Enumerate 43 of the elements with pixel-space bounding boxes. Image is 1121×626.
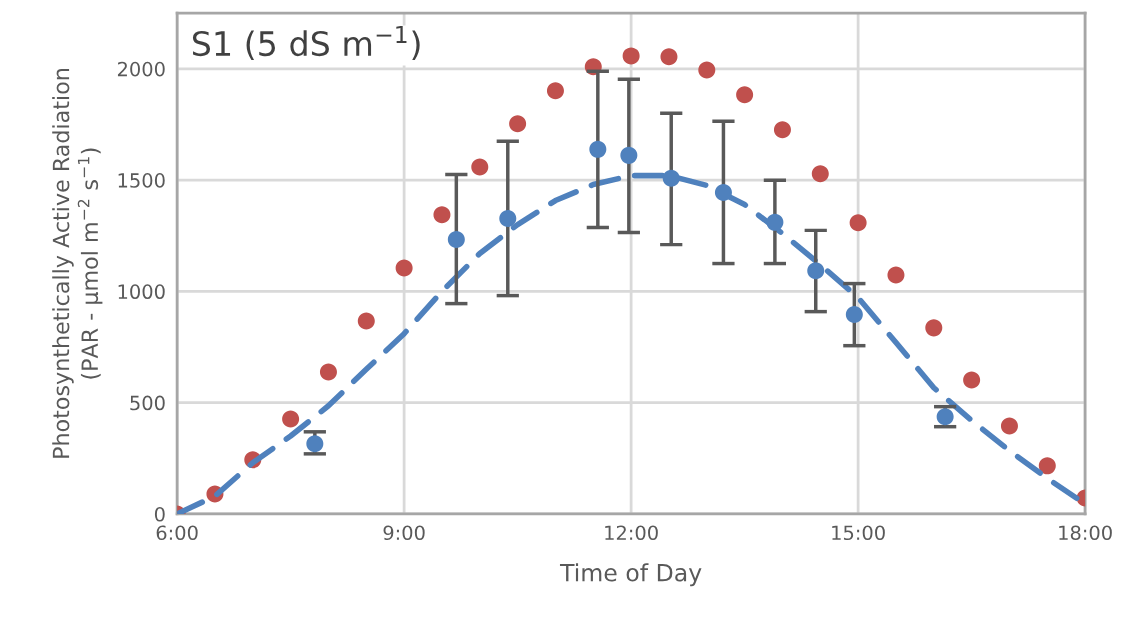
- point: [963, 371, 981, 389]
- x-axis-title: Time of Day: [559, 563, 702, 587]
- point: [925, 319, 943, 337]
- point: [662, 169, 680, 187]
- x-tick-label: 9:00: [383, 525, 425, 541]
- y-tick-label: 500: [130, 395, 165, 411]
- point: [499, 210, 517, 228]
- point: [1038, 457, 1056, 475]
- y-axis-title: Photosynthetically Active Radiation (PAR - µmol m$^{−2}$ s$^{−1}$): [52, 69, 103, 458]
- point: [622, 47, 640, 65]
- point: [306, 435, 324, 453]
- point: [766, 213, 784, 231]
- point: [1000, 417, 1018, 435]
- point: [589, 140, 607, 158]
- point: [509, 115, 527, 133]
- y-tick-label: 1000: [118, 284, 165, 300]
- point: [433, 206, 451, 224]
- point: [282, 410, 300, 428]
- x-tick-label: 15:00: [832, 525, 885, 541]
- point: [447, 231, 465, 249]
- point: [471, 158, 489, 176]
- point: [698, 61, 716, 79]
- point: [357, 312, 375, 330]
- y-tick-label: 2000: [117, 61, 165, 77]
- point: [845, 306, 863, 324]
- point: [736, 86, 754, 104]
- point: [620, 146, 638, 164]
- y-tick-label: 1500: [118, 173, 165, 188]
- x-tick-label: 6:00: [156, 525, 198, 541]
- x-tick-label: 18:00: [1059, 525, 1112, 541]
- point: [546, 82, 564, 100]
- point: [395, 259, 413, 277]
- point: [887, 266, 905, 284]
- annotation: S1 (5 dS m$^{−1}$): [192, 25, 420, 61]
- x-tick-label: 12:00: [605, 525, 658, 541]
- point: [849, 214, 867, 232]
- point: [660, 48, 678, 66]
- point: [807, 262, 825, 280]
- point: [773, 121, 791, 139]
- y-tick-label: 0: [154, 506, 165, 522]
- point: [811, 165, 829, 183]
- point: [319, 363, 337, 381]
- point: [714, 184, 732, 202]
